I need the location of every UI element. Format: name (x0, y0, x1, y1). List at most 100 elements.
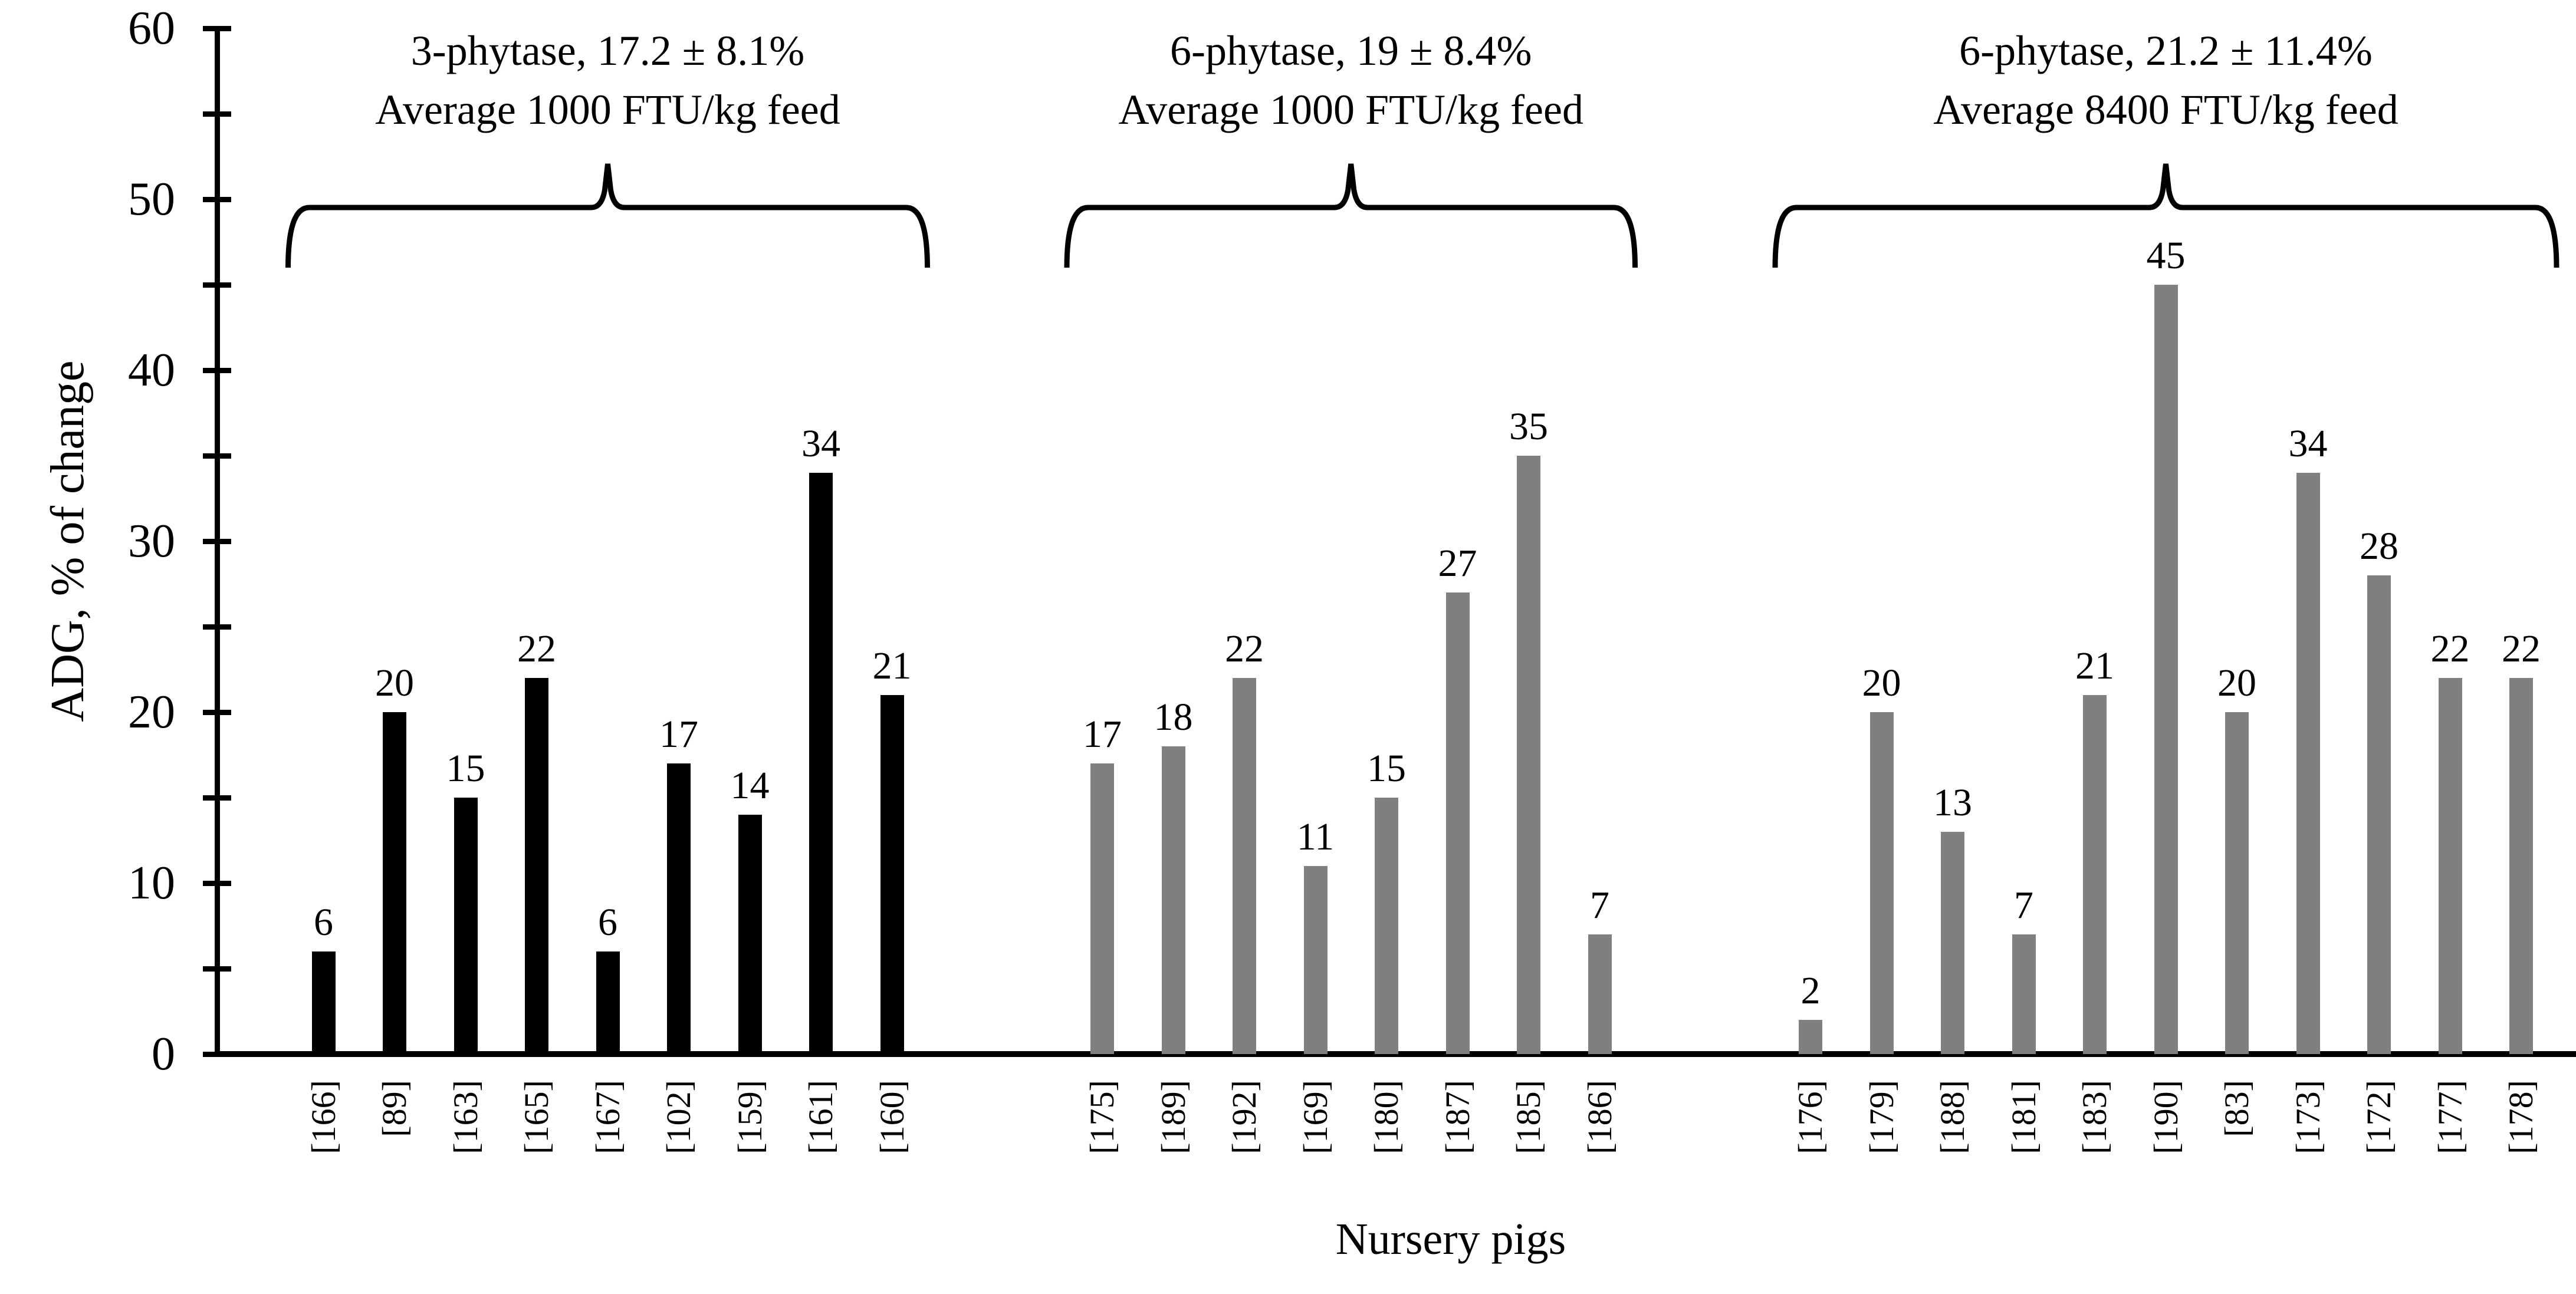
category-label: [83] (2217, 1080, 2256, 1137)
bar (454, 798, 478, 1054)
bar (525, 678, 548, 1054)
y-axis-tick-label: 0 (152, 1028, 175, 1080)
bar (1161, 746, 1185, 1054)
bar (809, 473, 833, 1054)
group-brace (285, 163, 930, 268)
bar-value-label: 2 (1800, 969, 1821, 1012)
y-axis-tick-label: 60 (128, 2, 175, 54)
category-label: [175] (1083, 1080, 1121, 1154)
bar-value-label: 14 (730, 764, 770, 807)
y-axis-tick (203, 111, 231, 117)
category-label: [180] (1367, 1080, 1405, 1154)
bar (1517, 456, 1540, 1054)
category-label: [179] (1862, 1080, 1901, 1154)
bar (2225, 712, 2249, 1054)
bar-value-label: 13 (1933, 781, 1972, 824)
group-annotation: 3-phytase, 17.2 ± 8.1% Average 1000 FTU/k… (375, 21, 840, 139)
bar-value-label: 15 (446, 747, 485, 790)
category-label: [163] (446, 1080, 485, 1154)
group-annotation: 6-phytase, 21.2 ± 11.4% Average 8400 FTU/… (1933, 21, 2398, 139)
category-label: [176] (1791, 1080, 1829, 1154)
bar (1090, 763, 1114, 1054)
category-label: [89] (375, 1080, 413, 1137)
category-label: [181] (2004, 1080, 2043, 1154)
bar-value-label: 35 (1509, 405, 1548, 448)
bar-value-label: 27 (1438, 542, 1477, 585)
bar (2012, 934, 2036, 1054)
category-label: [166] (304, 1080, 343, 1154)
bar-value-label: 28 (2360, 525, 2398, 568)
category-label: [192] (1225, 1080, 1263, 1154)
bar (1941, 832, 1964, 1054)
y-axis-tick (203, 282, 231, 288)
category-label: [102] (659, 1080, 698, 1154)
bar (596, 951, 620, 1054)
category-label: [190] (2146, 1080, 2185, 1154)
y-axis-tick (203, 25, 231, 31)
bar (1303, 866, 1328, 1054)
y-axis-tick (203, 453, 231, 459)
bar-value-label: 22 (517, 627, 556, 670)
category-label: [169] (1296, 1080, 1335, 1154)
bar-value-label: 6 (314, 901, 333, 944)
category-label: [159] (730, 1080, 769, 1154)
group-annotation-line2: Average 1000 FTU/kg feed (1118, 86, 1583, 133)
y-axis-tick-label: 20 (128, 686, 175, 738)
bar-value-label: 7 (2014, 884, 2033, 927)
bar-value-label: 34 (801, 422, 840, 465)
bar-value-label: 11 (1296, 815, 1335, 858)
bar-value-label: 22 (2502, 627, 2541, 670)
y-axis-tick (203, 538, 231, 544)
bar-value-label: 45 (2146, 234, 2186, 277)
category-label: [172] (2360, 1080, 2398, 1154)
bar (1375, 798, 1398, 1054)
bar-value-label: 22 (1225, 627, 1264, 670)
category-label: [165] (517, 1080, 556, 1154)
y-axis-tick-label: 50 (128, 173, 175, 225)
x-axis-line (215, 1051, 2576, 1057)
group-brace (1064, 163, 1638, 268)
category-label: [187] (1438, 1080, 1477, 1154)
bar-value-label: 34 (2288, 422, 2328, 465)
category-label: [177] (2430, 1080, 2469, 1154)
bar (1869, 712, 1894, 1054)
category-label: [178] (2502, 1080, 2540, 1154)
bar-value-label: 17 (1083, 713, 1122, 756)
category-label: [183] (2075, 1080, 2114, 1154)
y-axis-tick (203, 966, 231, 972)
bar (738, 815, 762, 1054)
bar-value-label: 18 (1154, 696, 1193, 739)
bar (2154, 285, 2178, 1054)
y-axis-tick (203, 196, 231, 202)
category-label: [173] (2288, 1080, 2327, 1154)
group-annotation-line1: 6-phytase, 21.2 ± 11.4% (1959, 27, 2373, 74)
bar (311, 951, 336, 1054)
bar-value-label: 20 (2217, 661, 2256, 704)
bar-value-label: 7 (1590, 884, 1609, 927)
bar (1445, 592, 1470, 1054)
y-axis-tick (203, 795, 231, 801)
bar (1799, 1020, 1822, 1054)
y-axis-tick (203, 1051, 231, 1057)
category-label: [188] (1933, 1080, 1972, 1154)
category-label: [186] (1580, 1080, 1619, 1154)
y-axis-tick (203, 880, 231, 886)
bar-value-label: 15 (1367, 747, 1406, 790)
group-annotation-line2: Average 8400 FTU/kg feed (1933, 86, 2398, 133)
group-annotation-line1: 3-phytase, 17.2 ± 8.1% (410, 27, 805, 74)
bar (2438, 678, 2462, 1054)
bar-value-label: 22 (2430, 627, 2470, 670)
group-annotation-line2: Average 1000 FTU/kg feed (375, 86, 840, 133)
bar (1588, 934, 1612, 1054)
category-label: [189] (1154, 1080, 1192, 1154)
category-label: [167] (588, 1080, 627, 1154)
bar (383, 712, 406, 1054)
bar (2509, 678, 2533, 1054)
bar (2083, 695, 2107, 1054)
bar-value-label: 21 (872, 644, 912, 687)
y-axis-tick-label: 40 (128, 344, 175, 396)
category-label: [160] (872, 1080, 911, 1154)
category-label: [161] (801, 1080, 840, 1154)
